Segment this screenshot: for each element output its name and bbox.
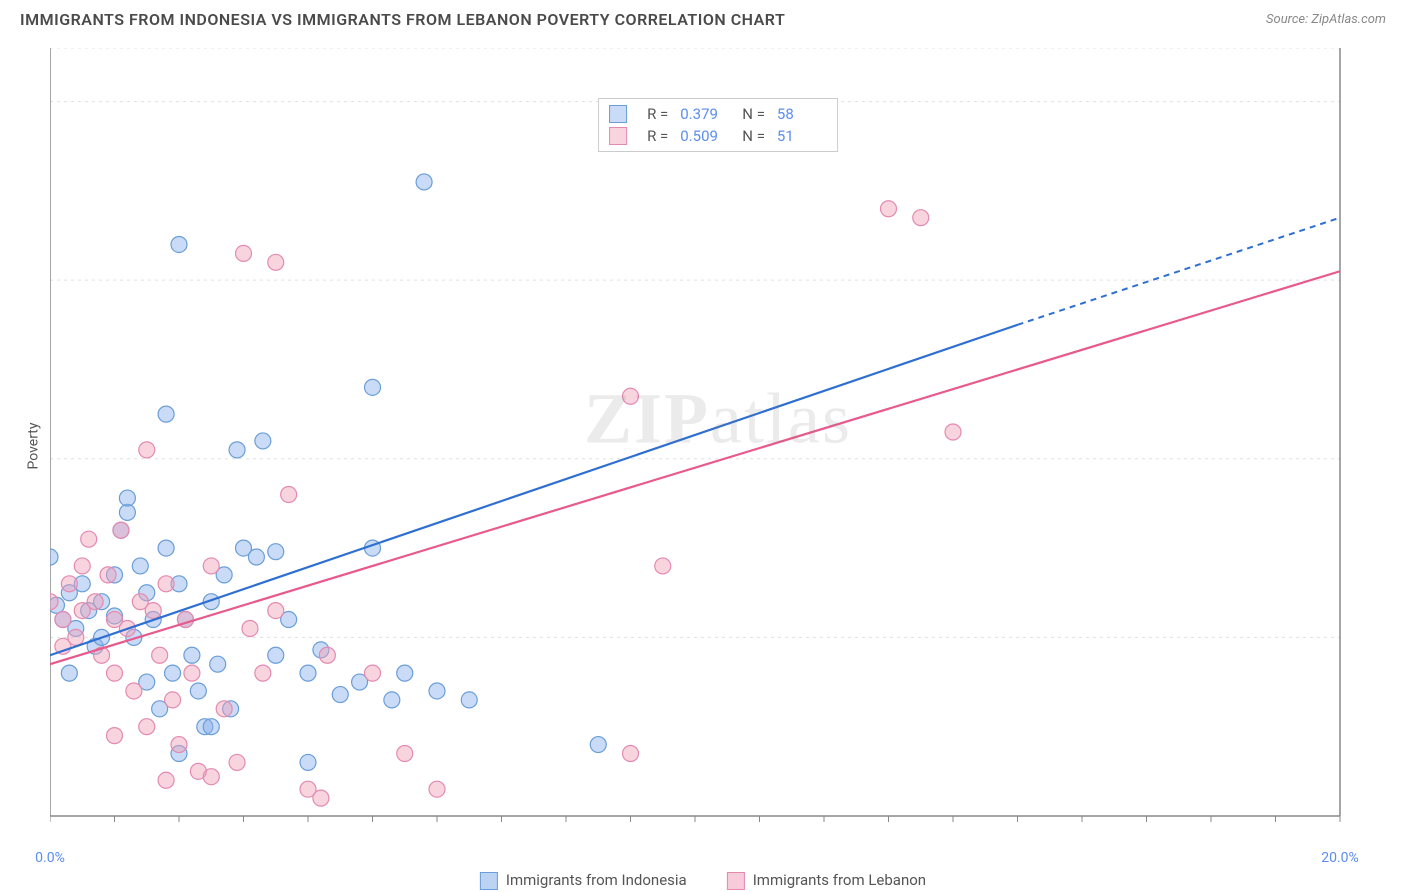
- legend-swatch: [609, 105, 627, 123]
- stats-legend: R = 0.379 N = 58 R = 0.509 N = 51: [598, 98, 838, 152]
- source-label: Source: ZipAtlas.com: [1266, 12, 1386, 27]
- legend-swatch: [727, 872, 745, 890]
- x-tick-label: 0.0%: [35, 850, 65, 866]
- legend-swatch: [609, 127, 627, 145]
- r-label: R =: [647, 127, 668, 145]
- n-value: 58: [777, 105, 827, 123]
- legend-item: Immigrants from Lebanon: [727, 871, 926, 890]
- y-axis-label: Poverty: [26, 422, 42, 469]
- r-label: R =: [647, 105, 668, 123]
- stats-legend-row: R = 0.509 N = 51: [609, 125, 827, 147]
- n-value: 51: [777, 127, 827, 145]
- scatter-plot: [50, 48, 1386, 838]
- header: IMMIGRANTS FROM INDONESIA VS IMMIGRANTS …: [0, 0, 1406, 37]
- r-value: 0.379: [680, 105, 730, 123]
- legend-label: Immigrants from Indonesia: [506, 871, 687, 889]
- series-legend: Immigrants from Indonesia Immigrants from…: [480, 871, 926, 890]
- legend-label: Immigrants from Lebanon: [753, 871, 926, 889]
- r-value: 0.509: [680, 127, 730, 145]
- legend-item: Immigrants from Indonesia: [480, 871, 687, 890]
- n-label: N =: [742, 105, 765, 123]
- n-label: N =: [742, 127, 765, 145]
- x-tick-label: 20.0%: [1321, 850, 1359, 866]
- legend-swatch: [480, 872, 498, 890]
- chart-title: IMMIGRANTS FROM INDONESIA VS IMMIGRANTS …: [20, 10, 785, 29]
- stats-legend-row: R = 0.379 N = 58: [609, 103, 827, 125]
- chart-area: ZIPatlas R =0.379N =58R =0.509N =51 10.0…: [50, 48, 1386, 838]
